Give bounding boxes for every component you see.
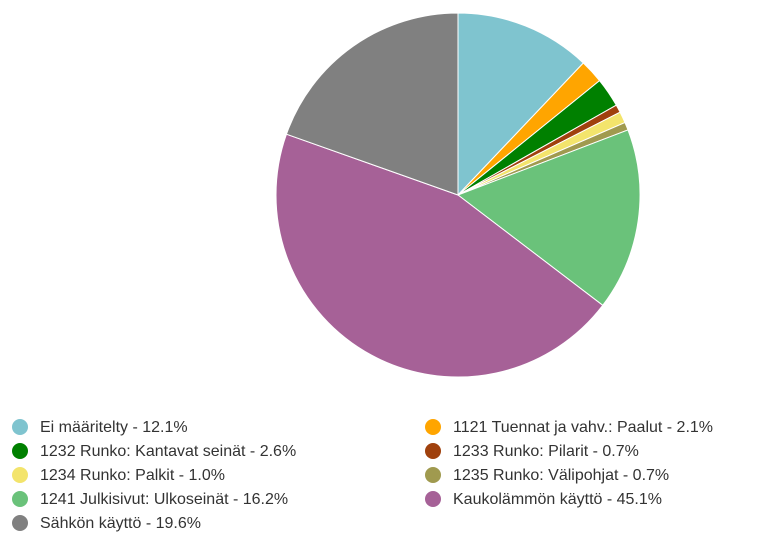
legend-marker [425, 491, 441, 507]
legend-marker [12, 467, 28, 483]
pie-slice [275, 133, 604, 378]
legend-marker [12, 491, 28, 507]
legend-label: Kaukolämmön käyttö - 45.1% [453, 491, 662, 508]
legend-marker [425, 467, 441, 483]
pie-slice [457, 12, 585, 197]
legend-marker [425, 419, 441, 435]
legend-label: 1232 Runko: Kantavat seinät - 2.6% [40, 443, 296, 460]
legend-label: 1234 Runko: Palkit - 1.0% [40, 467, 225, 484]
pie-slice [285, 12, 459, 196]
legend-marker [12, 419, 28, 435]
legend-label: 1233 Runko: Pilarit - 0.7% [453, 443, 639, 460]
legend-marker [425, 443, 441, 459]
legend-label: Ei määritelty - 12.1% [40, 419, 188, 436]
legend-label: Sähkön käyttö - 19.6% [40, 515, 201, 532]
legend-label: 1235 Runko: Välipohjat - 0.7% [453, 467, 669, 484]
pie-slice [456, 129, 641, 307]
legend-label: 1121 Tuennat ja vahv.: Paalut - 2.1% [453, 419, 713, 436]
legend-marker [12, 515, 28, 531]
legend-marker [12, 443, 28, 459]
legend-label: 1241 Julkisivut: Ulkoseinät - 16.2% [40, 491, 288, 508]
